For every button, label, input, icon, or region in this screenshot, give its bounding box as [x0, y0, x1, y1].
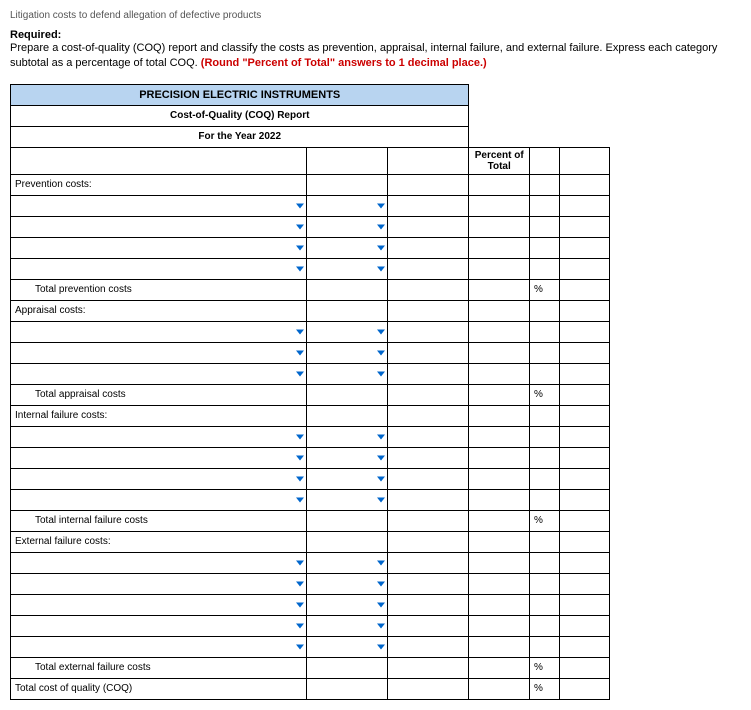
prevention-item-2[interactable] — [11, 216, 307, 237]
percent-header: Percent of Total — [469, 147, 530, 174]
external-item-4[interactable] — [11, 615, 307, 636]
internal-val-1[interactable] — [307, 426, 388, 447]
external-item-1[interactable] — [11, 552, 307, 573]
external-val-4[interactable] — [307, 615, 388, 636]
appraisal-total-label: Total appraisal costs — [11, 384, 307, 405]
internal-pct[interactable] — [469, 510, 530, 531]
internal-val-4[interactable] — [307, 489, 388, 510]
appraisal-total-val[interactable] — [388, 384, 469, 405]
required-label: Required: — [10, 29, 741, 41]
internal-val-3[interactable] — [307, 468, 388, 489]
pct-sym: % — [529, 678, 559, 699]
internal-item-3[interactable] — [11, 468, 307, 489]
period-header: For the Year 2022 — [11, 126, 469, 147]
external-val-3[interactable] — [307, 594, 388, 615]
external-label: External failure costs: — [11, 531, 307, 552]
external-val-2[interactable] — [307, 573, 388, 594]
pct-sym: % — [529, 510, 559, 531]
external-total-val[interactable] — [388, 657, 469, 678]
instructions: Prepare a cost-of-quality (COQ) report a… — [10, 41, 741, 72]
internal-val-2[interactable] — [307, 447, 388, 468]
external-pct[interactable] — [469, 657, 530, 678]
prevention-val-1[interactable] — [307, 195, 388, 216]
prevention-item-1[interactable] — [11, 195, 307, 216]
appraisal-item-3[interactable] — [11, 363, 307, 384]
pct-sym: % — [529, 657, 559, 678]
prevention-total-val[interactable] — [388, 279, 469, 300]
grand-total-val[interactable] — [388, 678, 469, 699]
prevention-val-3[interactable] — [307, 237, 388, 258]
internal-total-label: Total internal failure costs — [11, 510, 307, 531]
pct-sym: % — [529, 384, 559, 405]
top-fragment: Litigation costs to defend allegation of… — [10, 10, 741, 21]
appraisal-val-1[interactable] — [307, 321, 388, 342]
appraisal-pct[interactable] — [469, 384, 530, 405]
prevention-item-4[interactable] — [11, 258, 307, 279]
prevention-pct[interactable] — [469, 279, 530, 300]
prevention-label: Prevention costs: — [11, 174, 307, 195]
appraisal-val-2[interactable] — [307, 342, 388, 363]
internal-item-4[interactable] — [11, 489, 307, 510]
appraisal-item-1[interactable] — [11, 321, 307, 342]
external-total-label: Total external failure costs — [11, 657, 307, 678]
pct-sym: % — [529, 279, 559, 300]
external-val-1[interactable] — [307, 552, 388, 573]
internal-item-2[interactable] — [11, 447, 307, 468]
report-header: Cost-of-Quality (COQ) Report — [11, 105, 469, 126]
prevention-total-label: Total prevention costs — [11, 279, 307, 300]
prevention-val-2[interactable] — [307, 216, 388, 237]
external-item-5[interactable] — [11, 636, 307, 657]
internal-label: Internal failure costs: — [11, 405, 307, 426]
prevention-val-4[interactable] — [307, 258, 388, 279]
external-val-5[interactable] — [307, 636, 388, 657]
internal-item-1[interactable] — [11, 426, 307, 447]
company-header: PRECISION ELECTRIC INSTRUMENTS — [11, 84, 469, 105]
appraisal-item-2[interactable] — [11, 342, 307, 363]
coq-table: PRECISION ELECTRIC INSTRUMENTS Cost-of-Q… — [10, 84, 610, 700]
external-item-2[interactable] — [11, 573, 307, 594]
external-item-3[interactable] — [11, 594, 307, 615]
grand-total-pct[interactable] — [469, 678, 530, 699]
appraisal-val-3[interactable] — [307, 363, 388, 384]
grand-total-label: Total cost of quality (COQ) — [11, 678, 307, 699]
instructions-round: (Round "Percent of Total" answers to 1 d… — [201, 57, 487, 69]
prevention-item-3[interactable] — [11, 237, 307, 258]
appraisal-label: Appraisal costs: — [11, 300, 307, 321]
internal-total-val[interactable] — [388, 510, 469, 531]
